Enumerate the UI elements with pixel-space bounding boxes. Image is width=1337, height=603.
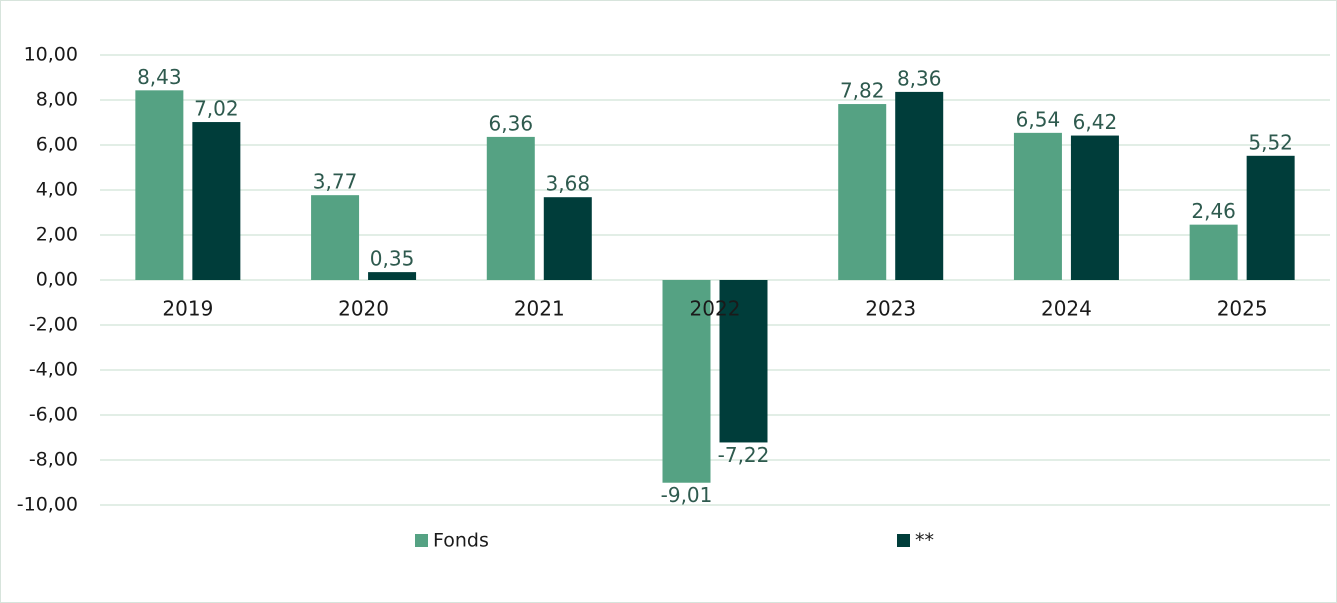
data-label: 6,36 [489,111,534,135]
bar [311,195,360,280]
bar [895,91,944,281]
legend-swatch [415,534,428,547]
bar [719,280,768,443]
data-label: 0,35 [370,247,415,271]
bar [838,104,887,280]
x-tick-label: 2024 [1041,297,1092,321]
bar [1189,224,1238,280]
bar [662,280,711,483]
x-tick-label: 2023 [865,297,916,321]
data-label: 2,46 [1191,199,1236,223]
x-tick-label: 2019 [162,297,213,321]
legend-swatch [897,534,910,547]
y-tick-label: -2,00 [29,314,78,336]
x-tick-label: 2025 [1217,297,1268,321]
data-label: 6,54 [1016,107,1061,131]
y-tick-label: 2,00 [36,224,78,246]
data-label: 6,42 [1073,110,1118,134]
y-tick-label: 4,00 [36,179,78,201]
bar [135,90,184,280]
legend-label: ** [915,530,934,552]
y-tick-label: -10,00 [17,494,78,516]
legend-label: Fonds [433,530,489,552]
data-label: 8,43 [137,65,182,89]
bar [368,272,417,280]
y-tick-label: -6,00 [29,404,78,426]
bar [192,122,241,280]
bar [1013,132,1062,280]
data-label: 5,52 [1248,130,1293,154]
x-tick-label: 2022 [690,297,741,321]
data-label: 7,82 [840,79,885,103]
data-label: 7,02 [194,97,239,121]
y-tick-label: 8,00 [36,89,78,111]
bar [1070,135,1119,280]
y-tick-label: 0,00 [36,269,78,291]
data-label: 3,77 [313,170,358,194]
bar [543,197,592,280]
data-label: -9,01 [661,483,713,507]
y-tick-label: -8,00 [29,449,78,471]
x-tick-label: 2020 [338,297,389,321]
bar [486,136,535,280]
data-label: -7,22 [718,443,770,467]
y-tick-label: 10,00 [24,44,78,66]
y-tick-label: -4,00 [29,359,78,381]
x-tick-label: 2021 [514,297,565,321]
y-tick-label: 6,00 [36,134,78,156]
data-label: 8,36 [897,66,942,90]
bar [1246,155,1295,280]
data-label: 3,68 [546,172,591,196]
